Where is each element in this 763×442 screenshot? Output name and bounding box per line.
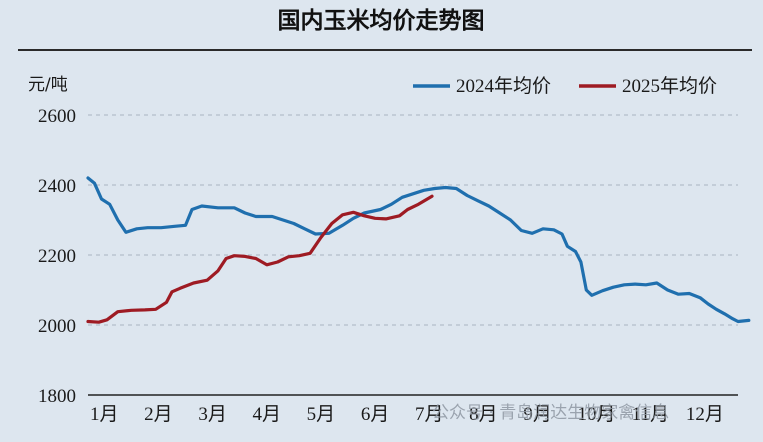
x-tick-label: 4月 (253, 404, 282, 425)
series-line-2025 (86, 194, 434, 324)
x-tick-label: 12月 (686, 404, 724, 425)
x-tick-label: 11月 (632, 404, 669, 425)
x-tick-label: 10月 (578, 404, 616, 425)
y-axis-label: 元/吨 (28, 75, 68, 95)
legend-label-2024: 2024年均价 (456, 75, 551, 97)
y-tick-label: 2400 (38, 176, 76, 197)
y-tick-label: 2000 (38, 316, 76, 337)
legend-label-2025: 2025年均价 (622, 75, 717, 97)
x-tick-label: 6月 (361, 404, 390, 425)
series-line-2024 (86, 176, 751, 324)
watermark-text: 公众号 · 青岛润达生物家禽信息 (432, 403, 669, 423)
x-tick-label: 5月 (307, 404, 336, 425)
series-lines (86, 176, 751, 324)
y-tick-label: 2600 (38, 106, 76, 127)
chart-title: 国内玉米均价走势图 (278, 7, 485, 34)
x-tick-label: 8月 (469, 404, 498, 425)
x-tick-label: 7月 (415, 404, 444, 425)
y-tick-labels: 1800 2000 2200 2400 2600 (38, 106, 76, 407)
x-tick-label: 1月 (90, 404, 119, 425)
legend: 2024年均价 2025年均价 (413, 75, 717, 97)
x-tick-labels: 1月 2月 3月 4月 5月 6月 7月 8月 9月 10月 11月 12月 (90, 404, 724, 425)
x-tick-label: 9月 (523, 404, 552, 425)
x-tick-label: 2月 (144, 404, 173, 425)
y-tick-label: 1800 (38, 386, 76, 407)
x-tick-label: 3月 (198, 404, 227, 425)
y-tick-label: 2200 (38, 246, 76, 267)
